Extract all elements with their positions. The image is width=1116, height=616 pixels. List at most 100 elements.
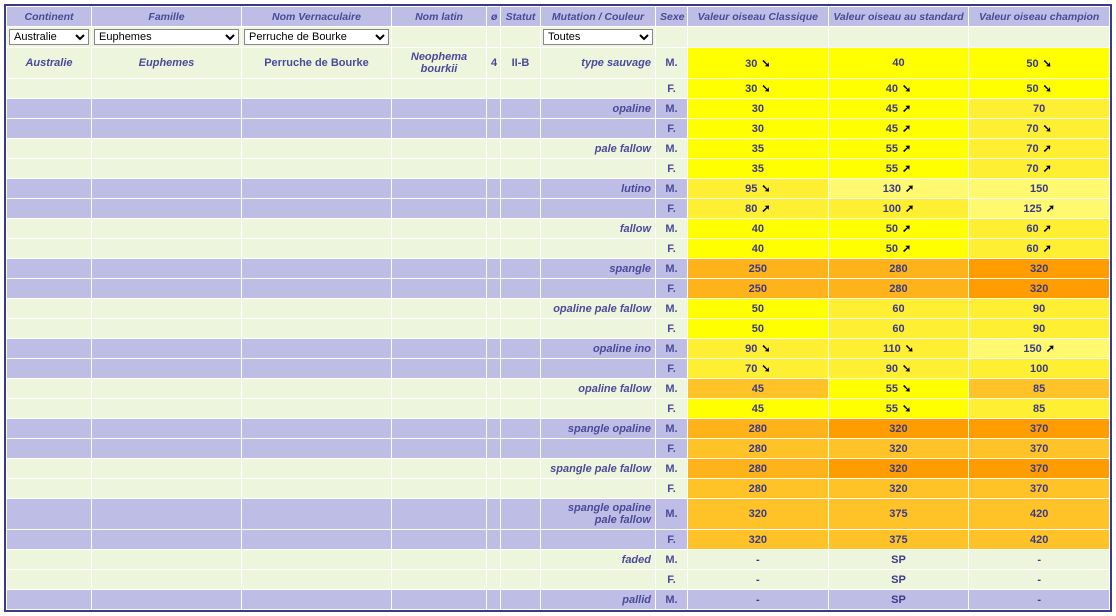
trend-up-icon: ➚ [902,162,911,175]
cell-standard: 375 [828,499,969,530]
cell-continent [7,419,92,439]
cell-classique: 40 [688,239,829,259]
cell-latin [392,419,487,439]
cell-famille [92,459,242,479]
cell-continent [7,299,92,319]
cell-classique: 280 [688,419,829,439]
trend-down-icon: ➘ [761,362,770,375]
cell-champion: - [969,550,1110,570]
col-latin: Nom latin [392,7,487,27]
cell-diam [487,499,501,530]
cell-standard: 320 [828,439,969,459]
cell-famille [92,79,242,99]
cell-mutation: lutino [541,179,656,199]
cell-mutation: pallid [541,590,656,610]
cell-champion: 60➚ [969,219,1110,239]
cell-vernaculaire [242,259,392,279]
cell-vernaculaire [242,359,392,379]
cell-diam [487,530,501,550]
cell-vernaculaire [242,550,392,570]
cell-latin [392,279,487,299]
cell-vernaculaire [242,219,392,239]
filter-standard-empty [828,27,969,48]
cell-statut [501,379,541,399]
cell-famille [92,179,242,199]
cell-statut [501,530,541,550]
cell-latin [392,139,487,159]
cell-vernaculaire [242,439,392,459]
cell-latin [392,399,487,419]
filter-mutation[interactable]: Toutes [543,29,653,45]
cell-mutation [541,399,656,419]
cell-continent [7,279,92,299]
cell-standard: 50➚ [828,239,969,259]
cell-latin [392,550,487,570]
trend-up-icon: ➚ [1043,222,1052,235]
table-row: opaline inoM.90➘110➘150➚ [7,339,1110,359]
trend-down-icon: ➘ [761,57,770,70]
cell-statut [501,99,541,119]
cell-champion: - [969,590,1110,610]
cell-famille [92,119,242,139]
cell-sexe: F. [656,79,688,99]
table-row: F.280320370 [7,439,1110,459]
cell-vernaculaire [242,279,392,299]
cell-standard: 60 [828,319,969,339]
cell-latin [392,159,487,179]
cell-classique: 45 [688,399,829,419]
table-row: F.250280320 [7,279,1110,299]
cell-continent: Australie [7,48,92,79]
cell-standard: 280 [828,259,969,279]
cell-statut [501,159,541,179]
trend-up-icon: ➚ [905,202,914,215]
cell-diam [487,279,501,299]
cell-continent [7,199,92,219]
table-row: F.280320370 [7,479,1110,499]
cell-famille [92,339,242,359]
cell-continent [7,570,92,590]
cell-sexe: F. [656,359,688,379]
cell-standard: 40➘ [828,79,969,99]
cell-sexe: F. [656,119,688,139]
cell-continent [7,159,92,179]
cell-classique: 250 [688,259,829,279]
cell-vernaculaire [242,139,392,159]
cell-statut [501,139,541,159]
cell-famille [92,239,242,259]
cell-latin [392,79,487,99]
cell-diam [487,139,501,159]
table-row: spangleM.250280320 [7,259,1110,279]
cell-sexe: M. [656,590,688,610]
cell-standard: 45➚ [828,99,969,119]
filter-famille[interactable]: Euphemes [94,29,239,45]
cell-champion: 370 [969,439,1110,459]
cell-statut [501,339,541,359]
col-famille: Famille [92,7,242,27]
cell-standard: 320 [828,459,969,479]
filter-continent[interactable]: Australie [9,29,89,45]
cell-mutation [541,530,656,550]
cell-mutation: faded [541,550,656,570]
cell-statut [501,359,541,379]
trend-up-icon: ➚ [1046,202,1055,215]
filter-vernaculaire[interactable]: Perruche de Bourke [244,29,389,45]
cell-latin [392,119,487,139]
cell-diam [487,199,501,219]
cell-vernaculaire [242,570,392,590]
cell-champion: 70➚ [969,159,1110,179]
cell-classique: 35 [688,139,829,159]
table-wrapper: Continent Famille Nom Vernaculaire Nom l… [4,4,1112,612]
table-row: lutinoM.95➘130➚150 [7,179,1110,199]
cell-famille [92,499,242,530]
cell-classique: 320 [688,499,829,530]
cell-diam [487,459,501,479]
cell-statut [501,259,541,279]
bird-values-table: Continent Famille Nom Vernaculaire Nom l… [6,6,1110,610]
cell-sexe: F. [656,159,688,179]
cell-diam [487,319,501,339]
cell-statut [501,279,541,299]
cell-latin [392,299,487,319]
cell-classique: 90➘ [688,339,829,359]
cell-standard: 45➚ [828,119,969,139]
cell-sexe: F. [656,439,688,459]
